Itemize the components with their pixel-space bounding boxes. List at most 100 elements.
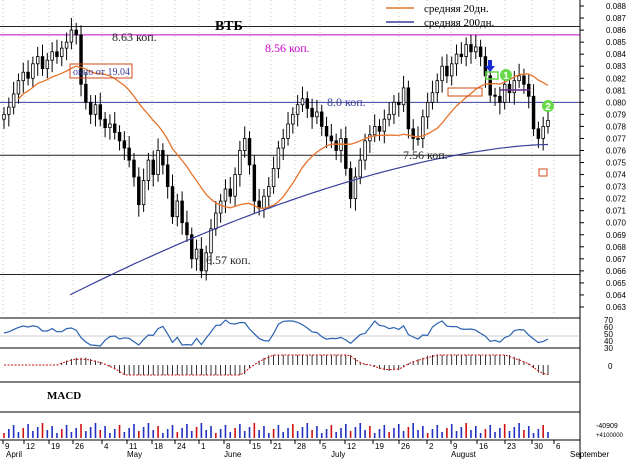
- x-tick-label: 11: [129, 442, 138, 451]
- candle-body: [454, 53, 459, 65]
- candle-body: [541, 126, 545, 139]
- x-tick-label: 15: [252, 442, 261, 451]
- candle-body: [204, 252, 208, 272]
- rsi-line: [3, 319, 549, 347]
- candle-body: [445, 65, 449, 77]
- candle-body: [382, 118, 387, 132]
- down-arrow-icon: [485, 60, 495, 72]
- candle-body: [435, 80, 439, 94]
- candle-body: [440, 65, 444, 82]
- candle-body: [449, 63, 454, 77]
- candle-body: [329, 135, 334, 142]
- candle-body: [103, 118, 107, 129]
- y-tick-label: 0.079: [606, 110, 627, 119]
- candle-body: [353, 176, 358, 200]
- candle-body: [35, 56, 40, 65]
- candle-body: [233, 174, 237, 197]
- candle-body: [252, 164, 257, 202]
- candle-body: [242, 138, 247, 151]
- y-tick-label: 0.063: [606, 303, 627, 312]
- macd-label: MACD: [47, 390, 81, 402]
- x-tick-label: 28: [297, 442, 306, 451]
- candle-body: [478, 46, 483, 57]
- candle-body: [372, 126, 377, 136]
- level-label-800: 8.0 коп.: [327, 95, 366, 109]
- candle-body: [493, 94, 497, 97]
- candle-body: [507, 83, 512, 94]
- x-tick-label: 9: [5, 442, 10, 451]
- gap-annotation: окно от 19.04: [69, 63, 133, 79]
- y-tick-label: 0.082: [606, 74, 627, 83]
- chart-title: ВТБ: [215, 19, 243, 34]
- candle-body: [291, 113, 295, 125]
- x-tick-label: 30: [534, 442, 543, 451]
- ma200-line: [69, 143, 549, 296]
- y-tick-label: 0.088: [606, 2, 627, 11]
- y-tick-label: 0.084: [606, 50, 627, 59]
- candle-body: [348, 168, 353, 200]
- candle-body: [421, 116, 425, 139]
- candle-body: [546, 119, 550, 127]
- candle-body: [262, 195, 266, 209]
- y-tick-label: 0.081: [606, 86, 627, 95]
- gap-box-green: [485, 71, 499, 80]
- x-tick-label: 26: [75, 442, 84, 451]
- y-tick-label: 0.074: [606, 171, 627, 180]
- x-tick-label: 2: [429, 442, 434, 451]
- month-label: July: [331, 450, 345, 459]
- candle-body: [132, 159, 136, 178]
- marker-1-circle: [500, 69, 512, 81]
- candle-body: [344, 138, 348, 169]
- candle-body: [218, 200, 223, 214]
- y-tick-label: 0.066: [606, 267, 627, 276]
- rsi-tick-label: 60: [604, 323, 613, 332]
- marker-1-label: 1: [503, 71, 509, 82]
- candle-body: [397, 101, 401, 106]
- y-tick-label: 0.087: [606, 14, 627, 23]
- price-plot-area: [0, 0, 580, 313]
- candle-body: [11, 93, 16, 108]
- candle-body: [146, 159, 151, 181]
- candle-body: [165, 164, 170, 187]
- price-axis: 0.088 0.087 0.086 0.085 0.084 0.083 0.082 0.081…: [579, 0, 627, 459]
- rsi-tick-label: 40: [604, 337, 613, 346]
- y-tick-label: 0.073: [606, 183, 627, 192]
- candle-body: [512, 80, 517, 94]
- x-tick-label: 16: [479, 442, 488, 451]
- ma20-line: [17, 65, 549, 210]
- x-tick-label: 12: [26, 442, 35, 451]
- candle-body: [141, 180, 146, 206]
- x-tick-label: 26: [401, 442, 410, 451]
- y-tick-label: 0.077: [606, 134, 627, 143]
- candle-body: [392, 101, 396, 115]
- x-tick-label: 8: [226, 442, 231, 451]
- rsi-tick-label: 30: [604, 344, 613, 353]
- marker-1: 1: [500, 69, 512, 82]
- y-tick-label: 0.069: [606, 231, 627, 240]
- x-tick-label: 9: [453, 442, 458, 451]
- x-tick-label: 21: [273, 442, 282, 451]
- y-tick-label: 0.076: [606, 146, 627, 155]
- candle-body: [161, 150, 165, 166]
- gap-annotation-box: [69, 63, 133, 79]
- y-tick-label: 0.072: [606, 195, 627, 204]
- candle-body: [406, 87, 411, 130]
- y-tick-label: 0.085: [606, 38, 627, 47]
- y-tick-label: 0.078: [606, 122, 627, 131]
- level-label-856: 8.56 коп.: [265, 41, 310, 55]
- support-resistance-levels: [0, 25, 580, 275]
- x-tick-label: 5: [322, 442, 327, 451]
- candle-body: [60, 47, 64, 57]
- candle-body: [498, 95, 502, 103]
- date-axis: 9 12 19 26 4 11 18 24 1 8 15 21 28 5 12 19 26 2 9 16 23 30 6Ap…: [2, 440, 609, 459]
- candle-body: [88, 101, 93, 115]
- gap-annotation-text: окно от 19.04: [73, 67, 130, 78]
- candle-body: [488, 75, 492, 96]
- month-label: May: [127, 450, 142, 459]
- level-labels: 8.63 коп. 8.56 коп. 8.0 коп. 7.56 коп. 6…: [112, 30, 448, 267]
- candle-body: [315, 111, 319, 118]
- candle-body: [64, 41, 69, 49]
- legend-label-ma20: средняя 20дн.: [424, 3, 489, 15]
